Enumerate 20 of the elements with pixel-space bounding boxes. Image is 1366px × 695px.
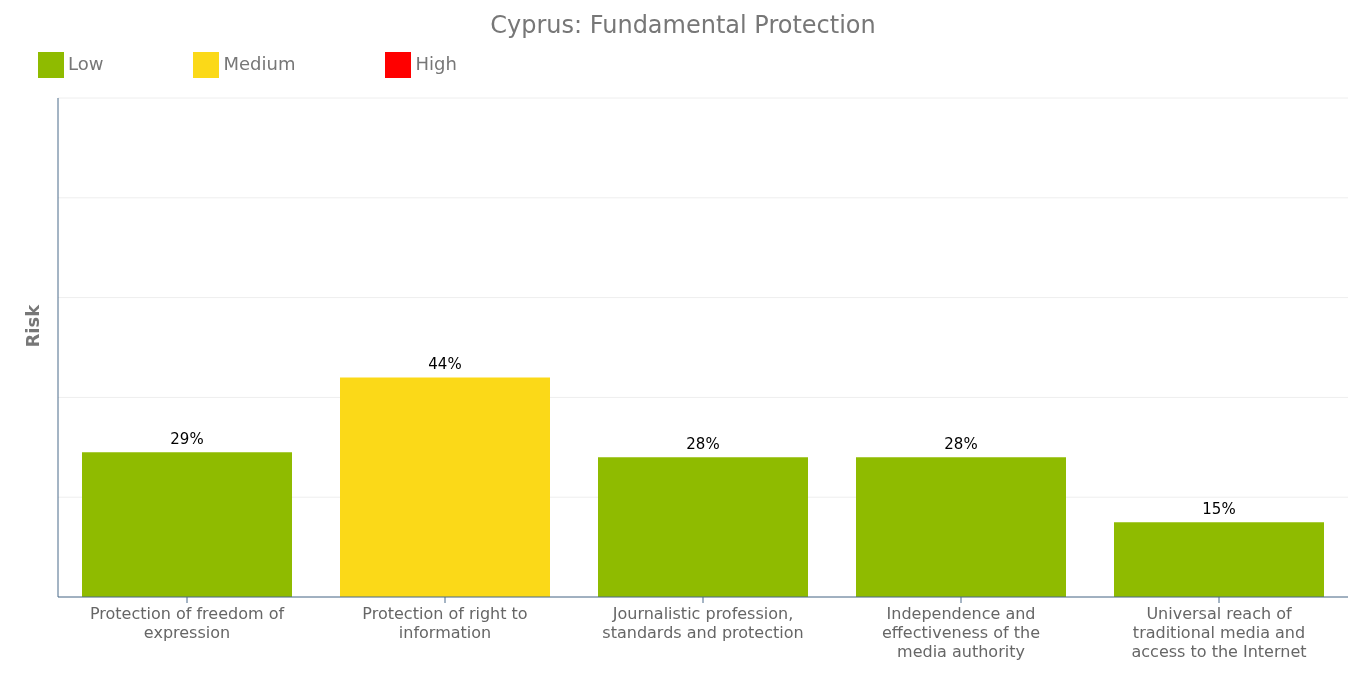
x-tick-label: Protection of right to information: [362, 604, 528, 642]
x-tick-label: Journalistic profession, standards and protection: [602, 604, 804, 642]
legend-label: Medium: [223, 53, 296, 74]
y-axis-title: Risk: [22, 303, 44, 348]
bar: [340, 377, 550, 597]
legend-label: High: [415, 53, 457, 74]
legend-label: Low: [68, 53, 104, 74]
bar: [856, 457, 1066, 597]
bar: [598, 457, 808, 597]
data-label: 44%: [428, 355, 462, 374]
bar: [1114, 522, 1324, 597]
data-label: 15%: [1202, 500, 1236, 519]
data-label: 28%: [944, 435, 978, 454]
data-label: 28%: [686, 435, 720, 454]
chart-title: Cyprus: Fundamental Protection: [489, 10, 877, 41]
data-label: 29%: [170, 430, 204, 449]
x-tick-label: Protection of freedom of expression: [89, 604, 285, 642]
x-tick-label: Independence and effectiveness of the media authority: [881, 604, 1041, 661]
bar: [82, 452, 292, 597]
x-tick-label: Universal reach of traditional media and access to the Internet: [1131, 604, 1307, 661]
